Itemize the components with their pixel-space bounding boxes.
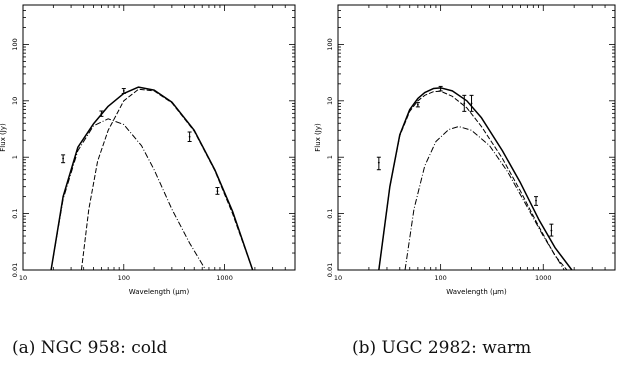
x-tick-label: 10 [19,274,27,282]
y-tick-label: 100 [326,38,334,50]
y-tick-label: 0.1 [11,208,19,218]
series-line-dash-dot [50,118,207,270]
data-point [187,131,192,142]
data-marker [470,102,473,105]
x-tick-label: 100 [434,274,446,282]
data-marker [188,135,191,138]
x-axis-label: Wavelength (μm) [129,288,190,296]
x-axis-label: Wavelength (μm) [446,288,507,296]
data-marker [100,112,103,115]
x-tick-label: 1000 [535,274,552,282]
data-point [469,94,474,112]
data-marker [377,161,380,164]
series-line-dash-dot [404,126,565,270]
series-line-solid [50,86,254,270]
data-point [99,110,104,117]
series-line-solid [378,87,573,270]
y-tick-label: 0.1 [326,208,334,218]
x-tick-label: 100 [118,274,130,282]
data-point [61,154,66,164]
x-tick-label: 1000 [216,274,233,282]
y-axis-label: Flux (Jy) [0,123,7,152]
y-tick-label: 100 [11,38,19,50]
data-point [121,88,126,94]
data-point [215,187,220,195]
data-point [438,85,443,92]
plot-frame [337,4,616,271]
data-marker [416,103,419,106]
data-marker [122,89,125,92]
y-tick-label: 1 [326,155,334,159]
y-tick-label: 0.01 [326,263,334,277]
y-axis-label: Flux (Jy) [314,123,322,152]
data-marker [535,199,537,202]
x-tick-label: 10 [334,274,342,282]
data-marker [550,229,553,232]
data-point [534,196,539,206]
y-tick-label: 1 [11,155,19,159]
data-marker [463,102,466,105]
sed-chart-ngc958: 10 100 1000 0.01 0.1 1 10 100 Wavelength (μm) Flu… [0,4,296,296]
caption-a: (a) NGC 958: cold [12,338,168,358]
data-point [462,94,467,112]
data-marker [62,157,65,160]
series-line-dashed [80,88,254,270]
series-line-dashed [378,90,568,270]
caption-b: (b) UGC 2982: warm [352,338,532,358]
y-tick-label: 10 [11,97,19,105]
y-tick-label: 0.01 [11,263,19,277]
data-point [549,223,554,237]
data-point [415,102,420,108]
y-tick-label: 10 [326,97,334,105]
data-marker [439,87,442,90]
plot-frame [22,4,296,271]
data-point [376,156,381,171]
data-marker [216,190,219,193]
